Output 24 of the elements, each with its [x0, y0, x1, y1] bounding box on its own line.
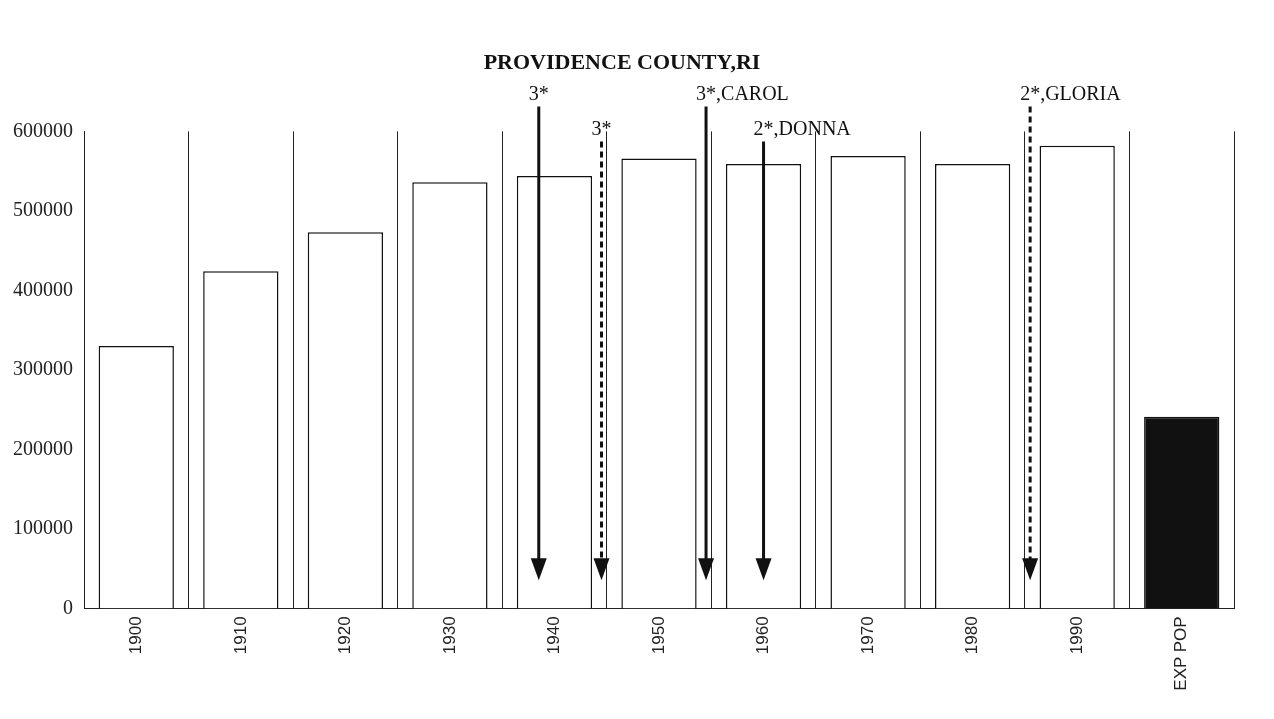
- y-tick-label: 500000: [13, 198, 73, 221]
- text: 3*,CAROL: [696, 81, 789, 104]
- x-tick-label: 1990: [1066, 616, 1086, 655]
- x-tick-label: 1980: [962, 616, 982, 655]
- chart-title: PROVIDENCE COUNTY,RI: [483, 48, 761, 74]
- annotation: 2*,DONNA: [753, 116, 852, 139]
- x-tick-label: 1900: [125, 616, 145, 655]
- x-tick-label: 1960: [753, 616, 773, 655]
- y-tick-label: 0: [63, 595, 73, 618]
- y-tick-label: 100000: [13, 516, 73, 539]
- y-tick-label: 600000: [13, 118, 73, 141]
- annotation: 3*: [591, 116, 612, 139]
- text: 2*,GLORIA: [1020, 81, 1122, 104]
- x-tick-label: 1950: [648, 616, 668, 655]
- x-tick-label: 1930: [439, 616, 459, 655]
- y-tick-label: 200000: [13, 436, 73, 459]
- x-tick-label: 1970: [857, 616, 877, 655]
- x-tick-label: 1910: [230, 616, 250, 655]
- y-tick-label: 400000: [13, 277, 73, 300]
- x-tick-label: 1920: [335, 616, 355, 655]
- x-tick-label: EXP POP: [1171, 616, 1191, 691]
- text: 3*: [528, 81, 549, 104]
- x-tick-label: 1940: [544, 616, 564, 655]
- y-tick-label: 300000: [13, 357, 73, 380]
